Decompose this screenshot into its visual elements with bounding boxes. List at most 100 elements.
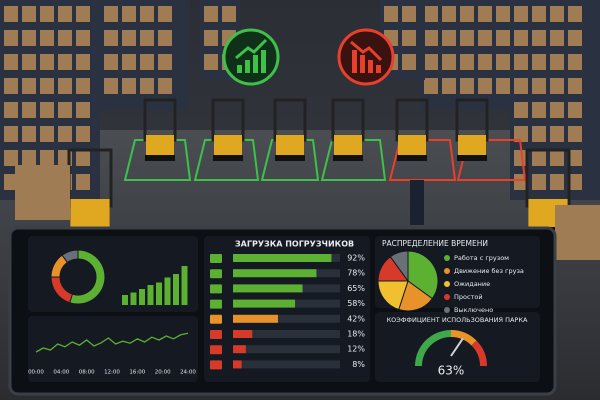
gauge-value: 63% — [438, 364, 465, 378]
box — [76, 150, 90, 166]
box — [4, 54, 18, 70]
box — [568, 102, 582, 118]
forklift-body — [146, 135, 174, 157]
box — [532, 102, 546, 118]
panel-title: РАСПРЕДЕЛЕНИЕ ВРЕМЕНИ — [382, 239, 488, 248]
gauge-arc — [415, 330, 451, 366]
box — [58, 126, 72, 142]
box — [204, 54, 218, 70]
box — [550, 126, 564, 142]
value-label: 8% — [352, 360, 365, 369]
pie-slice — [389, 250, 409, 283]
box — [122, 6, 136, 22]
pie-slice — [377, 280, 409, 311]
box — [514, 78, 528, 94]
box — [58, 30, 72, 46]
forklift-icon — [210, 360, 222, 370]
box — [496, 30, 510, 46]
box — [4, 102, 18, 118]
growth-icon — [235, 38, 268, 73]
forklift-icon — [210, 254, 222, 263]
value-label: 65% — [347, 284, 365, 293]
box — [402, 54, 416, 70]
value-label: 78% — [347, 269, 365, 278]
bar — [233, 284, 303, 293]
box — [22, 54, 36, 70]
bar — [233, 345, 246, 354]
forklift-icon — [210, 345, 222, 355]
box — [204, 6, 218, 22]
box — [550, 30, 564, 46]
box — [532, 174, 546, 190]
box — [4, 150, 18, 166]
legend-marker — [444, 268, 450, 274]
box — [76, 6, 90, 22]
box — [58, 102, 72, 118]
box — [40, 6, 54, 22]
value-label: 58% — [347, 299, 365, 308]
box — [40, 30, 54, 46]
box — [460, 78, 474, 94]
worker — [410, 180, 424, 225]
x-tick-label: 24:00 — [180, 370, 196, 376]
box — [424, 6, 438, 22]
legend-label: Движение без груза — [454, 267, 524, 275]
forklift-body — [214, 135, 242, 157]
box — [58, 78, 72, 94]
box — [76, 102, 90, 118]
box — [550, 6, 564, 22]
box — [514, 6, 528, 22]
box — [122, 54, 136, 70]
forklift-body — [398, 135, 426, 157]
gauge-needle — [450, 337, 464, 357]
box — [514, 126, 528, 142]
bar — [233, 299, 296, 308]
box — [514, 30, 528, 46]
box — [76, 78, 90, 94]
box — [58, 54, 72, 70]
box — [550, 150, 564, 166]
box — [550, 102, 564, 118]
box — [514, 54, 528, 70]
box — [76, 54, 90, 70]
box — [384, 6, 398, 22]
bar — [233, 330, 253, 338]
forklift-body — [458, 135, 486, 157]
bar-track — [233, 360, 340, 369]
box — [514, 150, 528, 166]
value-label: 18% — [347, 330, 365, 339]
legend-marker — [444, 281, 450, 287]
box — [568, 54, 582, 70]
box — [568, 78, 582, 94]
box — [478, 6, 492, 22]
legend-label: Простой — [454, 293, 483, 301]
value-label: 92% — [347, 254, 365, 263]
forklift-wheel — [457, 155, 487, 161]
box — [568, 6, 582, 22]
box — [22, 102, 36, 118]
box — [104, 6, 118, 22]
decline-indicator — [337, 28, 395, 86]
legend-marker — [444, 307, 450, 313]
panel-title: КОЭФФИЦИЕНТ ИСПОЛЬЗОВАНИЯ ПАРКА — [387, 316, 528, 324]
x-tick-label: 08:00 — [79, 370, 95, 376]
gauge-arc — [471, 340, 487, 366]
box — [532, 6, 546, 22]
box — [460, 6, 474, 22]
forklift-body — [276, 135, 304, 157]
box — [40, 78, 54, 94]
box — [158, 30, 172, 46]
legend-marker — [444, 255, 450, 261]
forklift-icon — [210, 299, 222, 309]
legend-marker — [444, 294, 450, 300]
bar — [130, 292, 137, 305]
forklift-wheel — [333, 155, 363, 161]
bar — [147, 285, 154, 305]
bar-track — [233, 330, 340, 338]
box — [140, 54, 154, 70]
x-tick-label: 20:00 — [155, 370, 171, 376]
box — [550, 174, 564, 190]
x-tick-label: 04:00 — [53, 370, 69, 376]
box — [424, 78, 438, 94]
